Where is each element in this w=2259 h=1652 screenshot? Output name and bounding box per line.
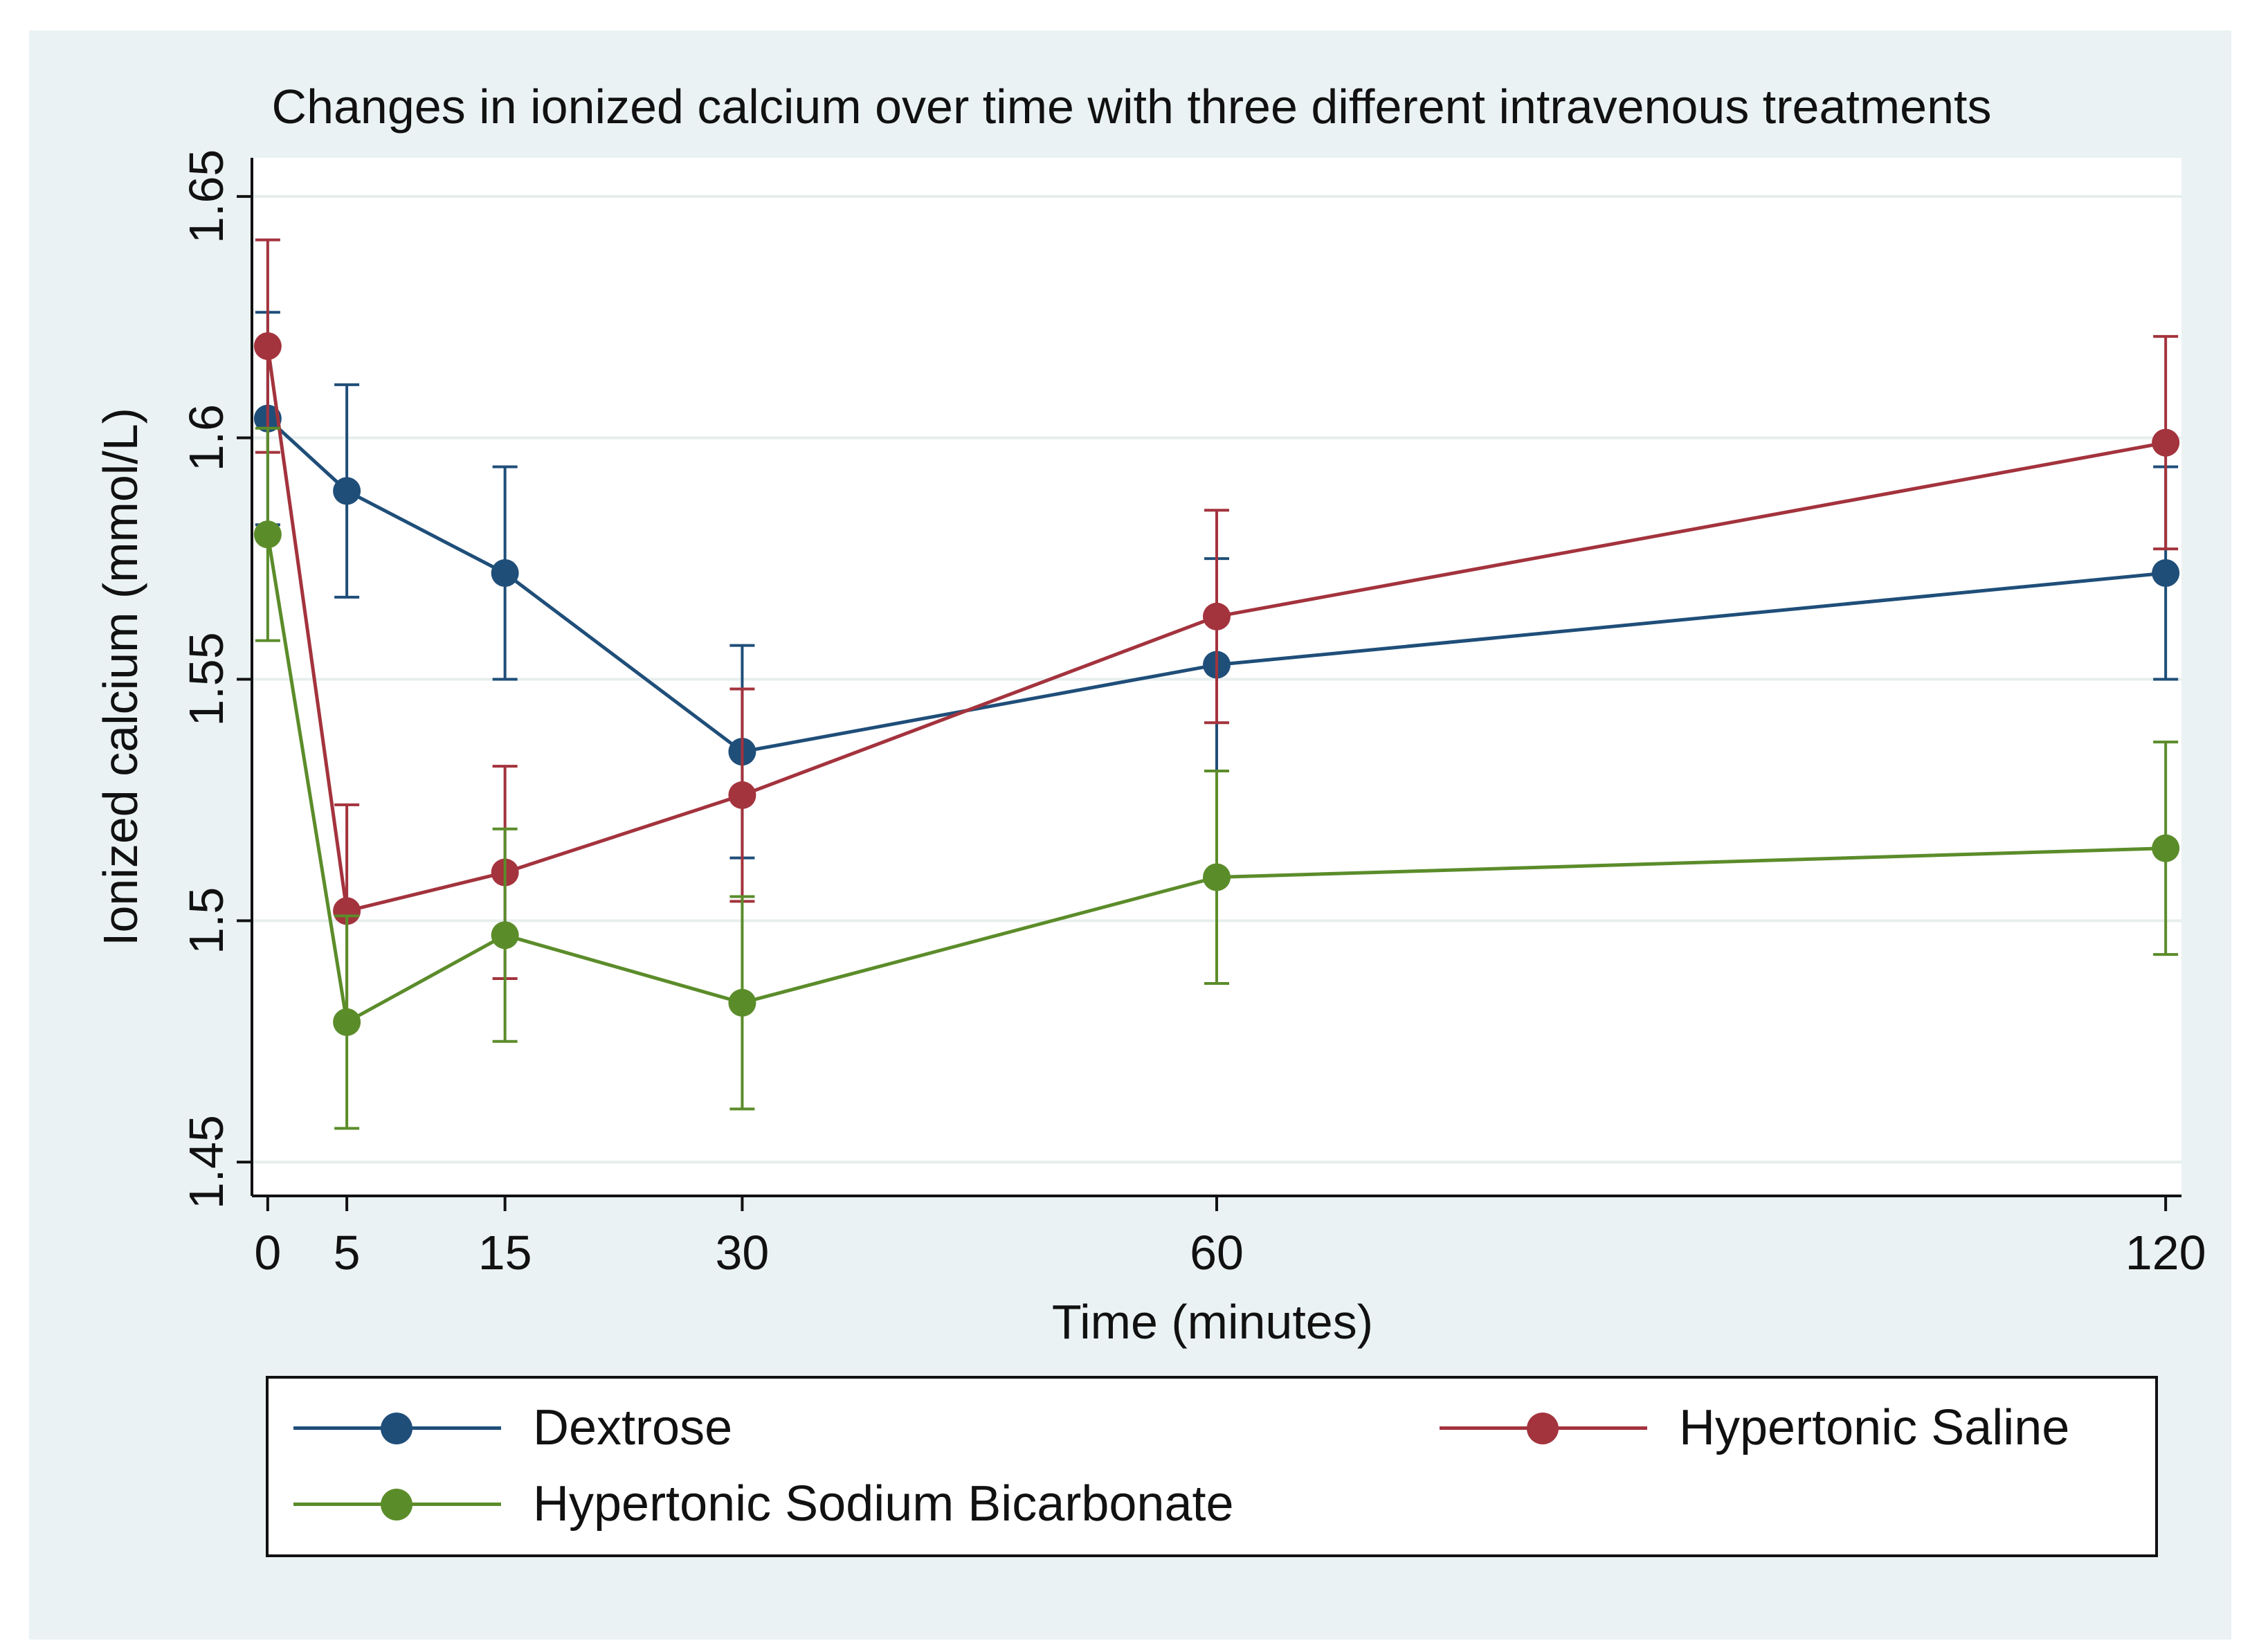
x-tick-label-0: 0 [254, 1226, 281, 1280]
legend-label-dextrose: Dextrose [533, 1400, 733, 1455]
legend-label-hypertonic-saline: Hypertonic Saline [1679, 1400, 2070, 1455]
data-point-hypertonic-sodium-bicarbonate-1 [333, 1008, 361, 1036]
y-tick-label-4: 1.65 [179, 149, 233, 244]
data-point-hypertonic-saline-5 [2152, 428, 2180, 457]
x-tick-label-2: 15 [478, 1226, 532, 1280]
series-hypertonic-sodium-bicarbonate [253, 426, 2180, 1130]
data-point-dextrose-1 [333, 477, 361, 505]
series-line-dextrose [266, 417, 2166, 754]
y-tick-label-0: 1.45 [179, 1115, 233, 1209]
legend-swatch-hypertonic-saline-icon [1440, 1397, 1647, 1459]
data-point-hypertonic-sodium-bicarbonate-4 [1203, 863, 1231, 891]
series-layer [253, 238, 2180, 1130]
y-axis-title: Ionized calcium (mmol/L) [93, 408, 147, 946]
data-point-hypertonic-sodium-bicarbonate-5 [2152, 834, 2180, 862]
series-line-hypertonic-saline [266, 345, 2166, 914]
x-axis-title: Time (minutes) [1052, 1295, 1373, 1349]
x-tick-label-4: 60 [1190, 1226, 1244, 1280]
data-point-hypertonic-sodium-bicarbonate-3 [728, 988, 756, 1017]
series-hypertonic-saline [253, 238, 2180, 1019]
legend-item-dextrose[interactable]: Dextrose [293, 1397, 732, 1459]
legend-item-hypertonic-sodium-bicarbonate[interactable]: Hypertonic Sodium Bicarbonate [293, 1473, 1234, 1535]
y-axis-ticks: 1.45 1.5 1.55 1.6 1.65 [179, 149, 252, 1209]
legend: Dextrose Hypertonic Saline Hypertonic So… [266, 1376, 2158, 1557]
data-point-hypertonic-sodium-bicarbonate-0 [253, 520, 282, 549]
legend-swatch-dextrose-icon [293, 1397, 501, 1459]
data-point-hypertonic-saline-4 [1203, 602, 1231, 630]
x-axis-ticks: 0 5 15 30 60 120 [254, 1196, 2206, 1280]
legend-swatch-hypertonic-sodium-bicarbonate-icon [293, 1473, 501, 1535]
legend-item-hypertonic-saline[interactable]: Hypertonic Saline [1440, 1397, 2069, 1459]
y-tick-label-3: 1.6 [179, 404, 233, 471]
y-tick-label-1: 1.5 [179, 887, 233, 954]
data-point-hypertonic-saline-1 [333, 897, 361, 925]
data-point-hypertonic-sodium-bicarbonate-2 [491, 921, 519, 950]
chart-title: Changes in ionized calcium over time wit… [272, 80, 1992, 134]
gridlines [252, 194, 2181, 1164]
data-point-hypertonic-saline-3 [728, 781, 756, 809]
x-tick-label-3: 30 [715, 1226, 769, 1280]
series-line-hypertonic-sodium-bicarbonate [266, 534, 2166, 1025]
data-point-dextrose-2 [491, 559, 519, 587]
y-tick-label-2: 1.55 [179, 632, 233, 726]
x-tick-label-1: 5 [334, 1226, 361, 1280]
x-tick-label-5: 120 [2125, 1226, 2206, 1280]
data-point-dextrose-5 [2152, 559, 2180, 587]
data-point-hypertonic-saline-0 [253, 332, 282, 361]
legend-label-hypertonic-sodium-bicarbonate: Hypertonic Sodium Bicarbonate [533, 1476, 1234, 1532]
